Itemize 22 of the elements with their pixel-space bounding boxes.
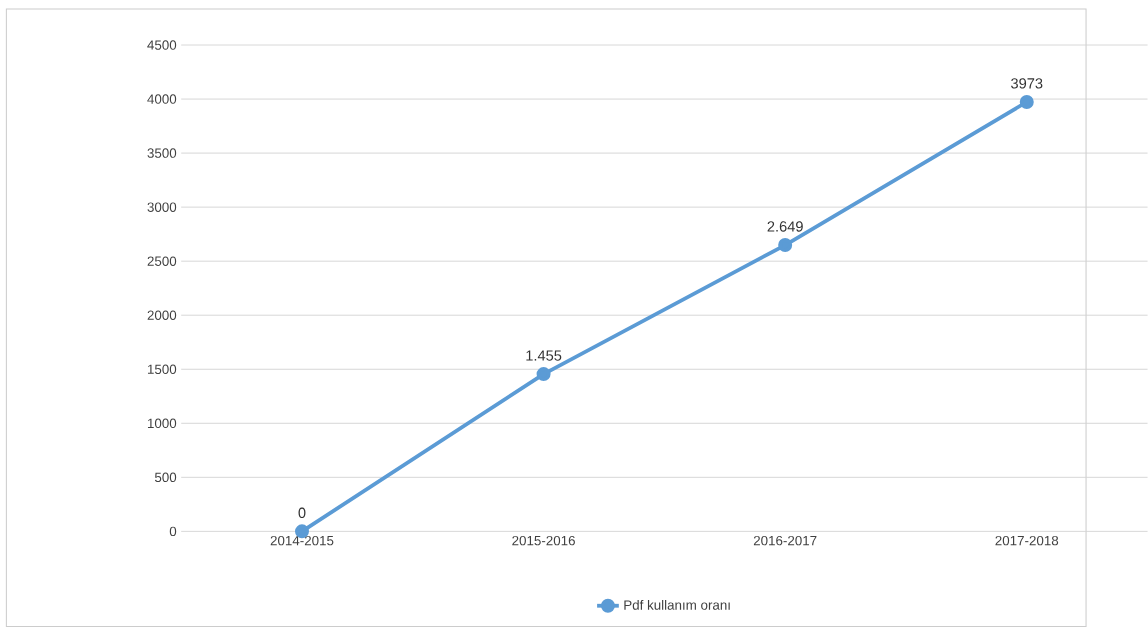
y-tick-label: 3000 [147,202,177,212]
x-tick-label: 2014-2015 [270,535,334,546]
data-label: 1.455 [526,350,562,361]
point [536,367,551,382]
x-tick-label: 2015-2016 [512,535,575,546]
legend-label: Pdf kullanım oranı [624,599,730,610]
data-label: 2.649 [767,221,803,232]
data-label: 3973 [1011,78,1043,89]
y-tick-label: 3500 [147,148,177,158]
y-tick-label: 4000 [147,94,177,104]
x-tick-label: 2016-2017 [753,535,817,546]
data-label: 0 [298,507,306,518]
y-tick-label: 0 [169,526,177,537]
y-tick-label: 2500 [147,256,177,266]
y-tick-label: 500 [154,472,177,483]
point [1019,94,1034,109]
y-tick-label: 1000 [147,418,177,429]
y-tick-label: 1500 [147,364,177,374]
x-tick-label: 2017-2018 [995,535,1059,546]
y-tick-label: 2000 [147,310,177,320]
point [778,238,793,253]
y-tick-label: 4500 [147,40,177,50]
